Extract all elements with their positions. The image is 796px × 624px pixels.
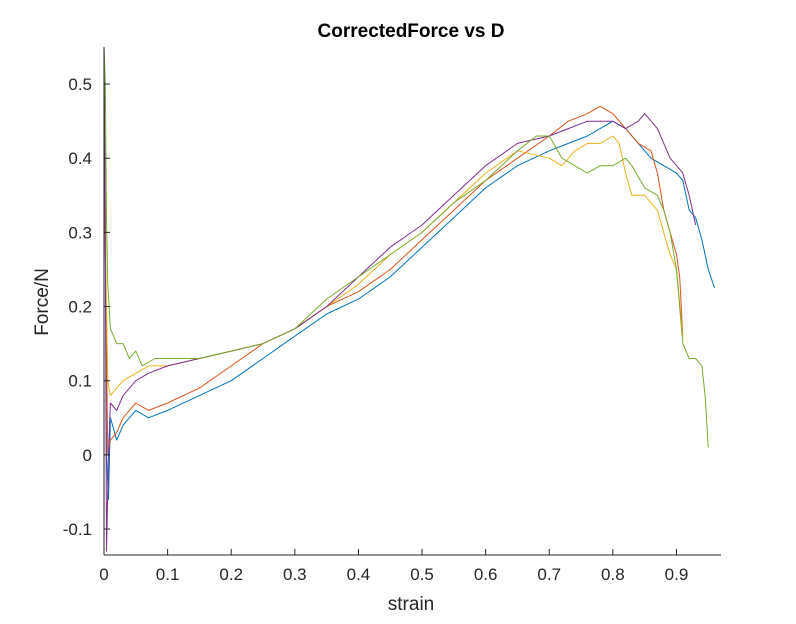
- series-line-3: [103, 98, 684, 397]
- x-tick-label: 0.7: [537, 565, 561, 584]
- x-tick-label: 0.4: [347, 565, 371, 584]
- x-axis-label: strain: [388, 594, 434, 615]
- series-layer: [103, 46, 716, 552]
- chart-title: CorrectedForce vs D: [318, 21, 505, 42]
- x-tick-label: 0.8: [601, 565, 625, 584]
- series-line-1: [103, 46, 716, 500]
- y-tick-label: 0.4: [68, 149, 92, 168]
- x-tick-label: 0.5: [410, 565, 434, 584]
- series-line-5: [103, 46, 709, 448]
- y-axis-label: Force/N: [32, 268, 53, 336]
- x-tick-label: 0.2: [219, 565, 243, 584]
- y-tick-label: 0.3: [68, 223, 92, 242]
- x-tick-label: 0.9: [665, 565, 689, 584]
- y-tick-label: 0.2: [68, 298, 92, 317]
- y-tick-label: -0.1: [63, 520, 92, 539]
- series-line-4: [103, 46, 697, 552]
- x-tick-label: 0.3: [283, 565, 307, 584]
- series-line-2: [103, 98, 684, 456]
- axes: 0 0.1 0.2 0.3 0.4 0.5 0.6 0.7 0.8 0.9 -0.1 0 0.1 0.2 0…: [63, 47, 721, 584]
- y-tick-label: 0.1: [68, 372, 92, 391]
- x-tick-label: 0: [99, 565, 108, 584]
- y-tick-label: 0: [83, 446, 92, 465]
- y-tick-label: 0.5: [68, 75, 92, 94]
- x-tick-label: 0.1: [156, 565, 180, 584]
- x-tick-label: 0.6: [474, 565, 498, 584]
